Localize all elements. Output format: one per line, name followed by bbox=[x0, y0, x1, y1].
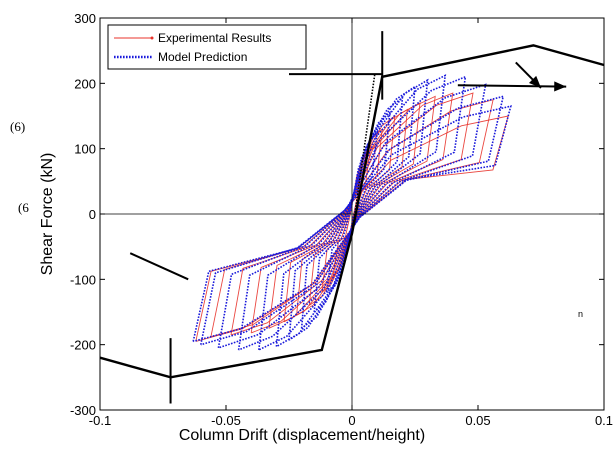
annotation-left-2: (6 bbox=[18, 200, 29, 215]
model-cycle bbox=[192, 105, 512, 343]
x-tick-label: 0.05 bbox=[465, 413, 490, 428]
y-tick-label: -300 bbox=[70, 403, 96, 418]
y-tick-label: 200 bbox=[74, 76, 96, 91]
arrow-shaft bbox=[457, 84, 567, 88]
model-cycle bbox=[258, 74, 447, 351]
experimental-cycle bbox=[283, 102, 421, 323]
model-cycle bbox=[200, 95, 505, 346]
y-tick-label: 0 bbox=[89, 207, 96, 222]
model-cycle bbox=[326, 129, 379, 293]
arrow-head bbox=[528, 75, 541, 88]
model-cycle bbox=[275, 78, 429, 348]
envelope-segment bbox=[129, 252, 189, 281]
legend-marker-experimental bbox=[150, 36, 154, 40]
model-cycle bbox=[288, 85, 416, 341]
y-axis-label: Shear Force (kN) bbox=[39, 153, 56, 276]
model-cycle bbox=[217, 83, 487, 349]
legend-label-experimental: Experimental Results bbox=[158, 31, 271, 45]
model-cycle bbox=[313, 110, 391, 313]
x-tick-label: -0.1 bbox=[89, 413, 111, 428]
legend-box bbox=[107, 24, 307, 70]
x-tick-label: 0 bbox=[348, 413, 355, 428]
y-tick-label: -100 bbox=[70, 272, 96, 287]
y-tick-label: 300 bbox=[74, 11, 96, 26]
annotation-right: n bbox=[578, 309, 583, 319]
arrow-head bbox=[554, 81, 567, 92]
experimental-cycle bbox=[268, 95, 436, 329]
legend-label-model: Model Prediction bbox=[158, 50, 247, 64]
y-tick-label: 100 bbox=[74, 142, 96, 157]
x-tick-label: -0.05 bbox=[211, 413, 241, 428]
model-cycle bbox=[237, 75, 467, 351]
series-model bbox=[192, 74, 512, 351]
y-tick-label: -200 bbox=[70, 338, 96, 353]
x-axis-label: Column Drift (displacement/height) bbox=[179, 427, 425, 444]
x-tick-label: 0.1 bbox=[595, 413, 613, 428]
annotation-left-1: (6) bbox=[10, 119, 25, 134]
